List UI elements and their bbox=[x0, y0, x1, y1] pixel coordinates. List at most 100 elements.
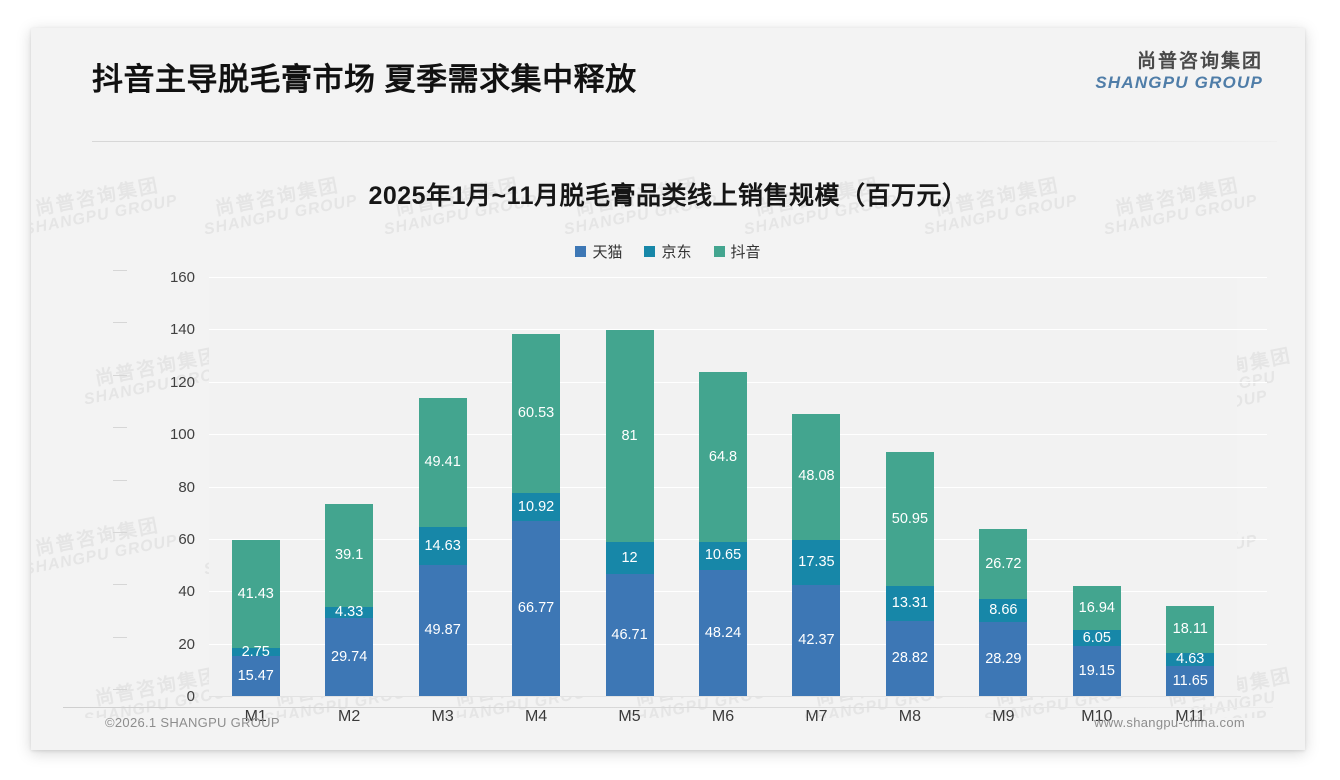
legend-label: 抖音 bbox=[730, 244, 761, 261]
bar-segment-天猫[interactable]: 46.71 bbox=[605, 573, 654, 696]
x-axis-label-M10: M10 bbox=[1081, 708, 1113, 725]
bar-segment-京东[interactable]: 4.63 bbox=[1166, 652, 1215, 666]
bar-value-label: 4.33 bbox=[335, 604, 364, 621]
bar-segment-天猫[interactable]: 42.37 bbox=[792, 585, 841, 696]
bar-segment-京东[interactable]: 10.92 bbox=[512, 492, 561, 522]
legend-item-京东[interactable]: 京东 bbox=[644, 241, 692, 262]
y-axis-tick-mark bbox=[113, 636, 127, 638]
bar-value-label: 49.41 bbox=[424, 454, 461, 471]
bar-segment-抖音[interactable]: 39.1 bbox=[325, 504, 374, 607]
bar-value-label: 49.87 bbox=[424, 622, 461, 639]
bar-value-label: 6.05 bbox=[1082, 629, 1111, 646]
x-axis-label-M7: M7 bbox=[805, 708, 828, 725]
bar-group-M9[interactable]: 26.72 8.66 28.29 bbox=[979, 529, 1028, 696]
bar-value-label: 81 bbox=[621, 427, 638, 444]
y-axis-tick-mark bbox=[113, 374, 127, 376]
bar-value-label: 13.31 bbox=[891, 594, 929, 611]
bar-group-M4[interactable]: 60.53 10.92 66.77 bbox=[512, 334, 561, 696]
bar-segment-抖音[interactable]: 64.8 bbox=[699, 372, 747, 542]
bar-segment-京东[interactable]: 12 bbox=[605, 542, 654, 574]
bar-value-label: 42.37 bbox=[798, 632, 835, 649]
legend-swatch-icon bbox=[575, 246, 587, 257]
bar-value-label: 10.92 bbox=[517, 498, 555, 515]
bar-group-M1[interactable]: 41.43 2.75 15.47 bbox=[231, 539, 280, 696]
y-axis-tick-label: 80 bbox=[113, 479, 195, 495]
bar-segment-天猫[interactable]: 48.24 bbox=[699, 569, 747, 696]
bar-value-label: 8.66 bbox=[989, 602, 1018, 619]
legend-swatch-icon bbox=[644, 246, 656, 257]
bar-value-label: 41.43 bbox=[237, 585, 274, 602]
bar-value-label: 39.1 bbox=[335, 547, 364, 564]
y-axis-tick-label: 20 bbox=[113, 636, 195, 652]
chart-title: 2025年1月~11月脱毛膏品类线上销售规模（百万元） bbox=[368, 182, 968, 210]
bar-value-label: 15.47 bbox=[237, 667, 274, 684]
bar-segment-京东[interactable]: 8.66 bbox=[979, 599, 1028, 622]
bar-value-label: 18.11 bbox=[1172, 621, 1208, 638]
bar-segment-京东[interactable]: 13.31 bbox=[885, 585, 934, 621]
bar-value-label: 48.08 bbox=[798, 468, 835, 485]
x-axis-label-M6: M6 bbox=[711, 708, 735, 725]
bar-group-M2[interactable]: 39.1 4.33 29.74 bbox=[325, 504, 374, 696]
bar-group-M3[interactable]: 49.41 14.63 49.87 bbox=[418, 397, 467, 696]
legend-item-天猫[interactable]: 天猫 bbox=[575, 241, 622, 262]
legend-item-抖音[interactable]: 抖音 bbox=[713, 241, 761, 262]
bar-value-label: 2.75 bbox=[241, 643, 270, 660]
bar-segment-天猫[interactable]: 15.47 bbox=[231, 655, 280, 696]
bar-group-M7[interactable]: 48.08 17.35 42.37 bbox=[792, 413, 841, 696]
bar-value-label: 12 bbox=[621, 549, 638, 566]
x-axis-label-M8: M8 bbox=[898, 708, 922, 725]
bar-segment-京东[interactable]: 2.75 bbox=[231, 645, 280, 659]
x-axis-label-M5: M5 bbox=[618, 708, 641, 725]
x-axis-label-M4: M4 bbox=[524, 708, 548, 725]
bar-segment-抖音[interactable]: 16.94 bbox=[1072, 585, 1121, 631]
bar-segment-抖音[interactable]: 49.41 bbox=[418, 397, 467, 528]
bar-group-M10[interactable]: 16.94 6.05 19.15 bbox=[1072, 585, 1121, 696]
bar-segment-抖音[interactable]: 41.43 bbox=[231, 539, 280, 649]
bar-segment-天猫[interactable]: 66.77 bbox=[512, 521, 561, 696]
bar-segment-天猫[interactable]: 49.87 bbox=[418, 565, 467, 696]
bar-group-M6[interactable]: 64.8 10.65 48.24 bbox=[699, 372, 747, 696]
bar-segment-天猫[interactable]: 28.29 bbox=[979, 621, 1028, 696]
footer-copyright: ©2026.1 SHANGPU GROUP bbox=[105, 715, 280, 730]
bar-segment-天猫[interactable]: 11.65 bbox=[1166, 665, 1215, 696]
bar-segment-天猫[interactable]: 29.74 bbox=[325, 618, 374, 696]
bar-segment-京东[interactable]: 10.65 bbox=[699, 541, 747, 570]
x-axis-label-M9: M9 bbox=[992, 708, 1015, 725]
bar-segment-抖音[interactable]: 81 bbox=[605, 330, 654, 543]
bar-segment-天猫[interactable]: 28.82 bbox=[885, 620, 934, 696]
y-axis-tick-mark bbox=[113, 322, 127, 324]
bar-segment-京东[interactable]: 4.33 bbox=[325, 604, 374, 621]
bar-group-M11[interactable]: 18.11 4.63 11.65 bbox=[1166, 605, 1215, 696]
bar-value-label: 64.8 bbox=[708, 448, 738, 465]
y-axis-tick-label: 0 bbox=[113, 689, 195, 704]
bar-value-label: 48.24 bbox=[704, 624, 742, 641]
bar-segment-京东[interactable]: 14.63 bbox=[418, 527, 467, 566]
chart-plot-area: 0 20 40 60 80 100 120 140 160 41.43 2.75 15.47 M1 39.… bbox=[113, 270, 1267, 725]
bar-group-M5[interactable]: 81 12 46.71 bbox=[605, 330, 654, 696]
bar-segment-京东[interactable]: 17.35 bbox=[792, 539, 841, 586]
brand-logo: 尚普咨询集团 SHANGPU GROUP bbox=[1095, 52, 1263, 92]
y-axis-tick-label: 140 bbox=[113, 322, 195, 337]
y-axis-tick-label: 100 bbox=[113, 427, 195, 442]
x-axis-label-M2: M2 bbox=[338, 708, 361, 725]
bar-segment-抖音[interactable]: 60.53 bbox=[512, 334, 561, 493]
bar-segment-京东[interactable]: 6.05 bbox=[1072, 629, 1121, 646]
bar-value-label: 66.77 bbox=[517, 600, 555, 617]
bar-value-label: 10.65 bbox=[704, 547, 742, 564]
bar-group-M8[interactable]: 50.95 13.31 28.82 bbox=[885, 452, 934, 696]
y-axis-tick-label: 40 bbox=[113, 584, 195, 599]
bar-segment-天猫[interactable]: 19.15 bbox=[1072, 645, 1121, 696]
bar-segment-抖音[interactable]: 18.11 bbox=[1166, 605, 1215, 654]
bar-value-label: 29.74 bbox=[331, 648, 368, 665]
footer-divider bbox=[63, 707, 1273, 708]
bar-segment-抖音[interactable]: 50.95 bbox=[885, 452, 934, 586]
logo-chinese-text: 尚普咨询集团 bbox=[1136, 51, 1263, 72]
gridline bbox=[209, 329, 1267, 331]
legend-label: 京东 bbox=[661, 244, 692, 261]
logo-english-text: SHANGPU GROUP bbox=[1095, 72, 1263, 92]
page-title: 抖音主导脱毛膏市场 夏季需求集中释放 bbox=[92, 62, 637, 97]
bar-value-label: 28.82 bbox=[891, 650, 929, 667]
bar-segment-抖音[interactable]: 26.72 bbox=[979, 529, 1028, 600]
chart-legend: 天猫 京东 抖音 bbox=[31, 241, 1305, 262]
bar-segment-抖音[interactable]: 48.08 bbox=[792, 413, 841, 540]
